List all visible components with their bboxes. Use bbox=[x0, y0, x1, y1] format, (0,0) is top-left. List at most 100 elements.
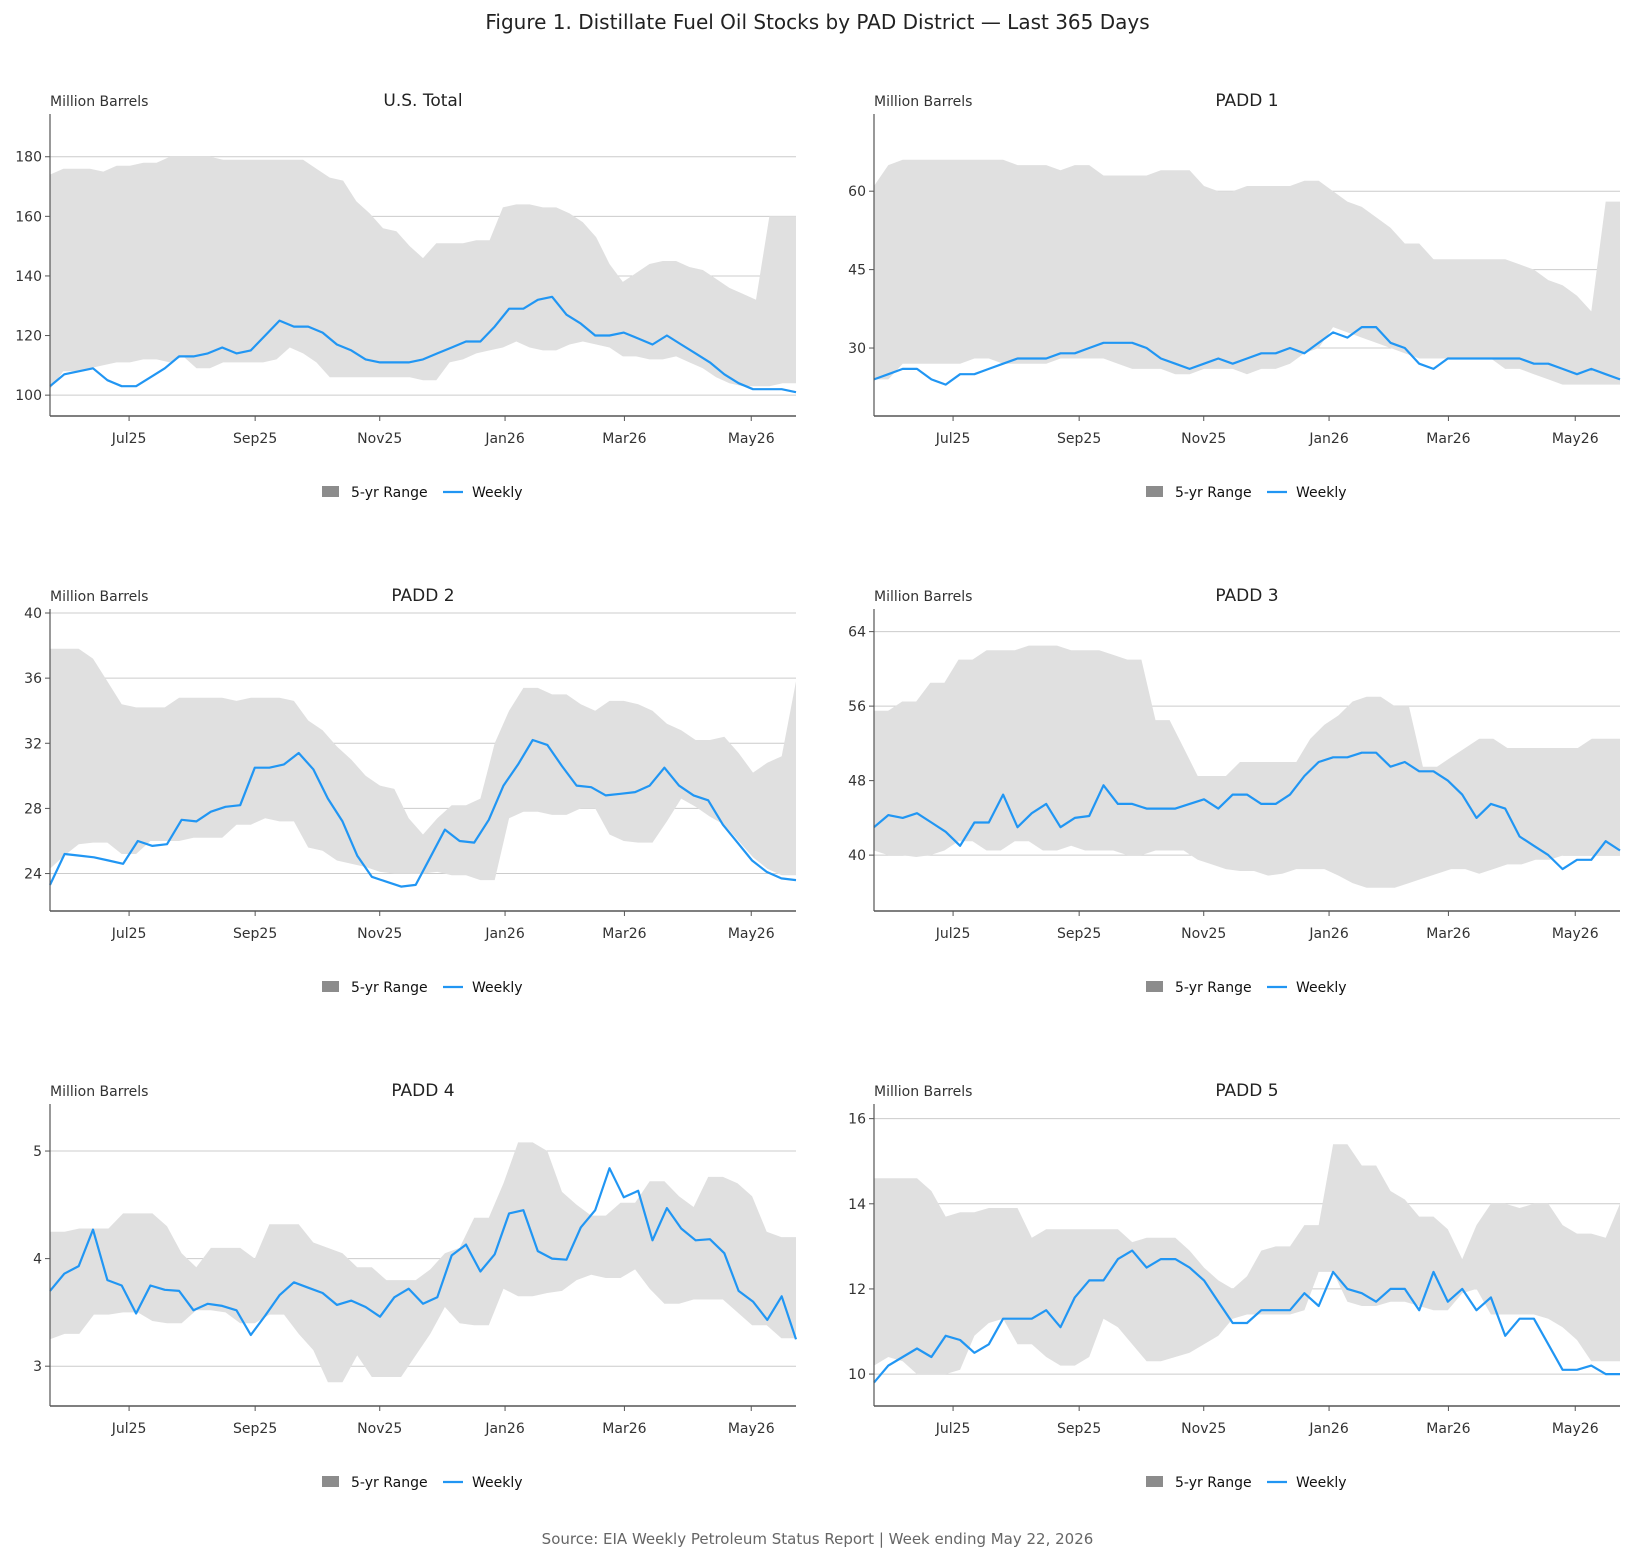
legend-band-swatch bbox=[1146, 1476, 1163, 1487]
y-tick-label: 3 bbox=[33, 1359, 42, 1375]
x-tick-label: Sep25 bbox=[1057, 926, 1101, 942]
y-axis-label: Million Barrels bbox=[874, 1084, 972, 1100]
legend-band-swatch bbox=[322, 1476, 339, 1487]
legend-line-label: Weekly bbox=[1296, 980, 1347, 996]
x-tick-label: Sep25 bbox=[233, 431, 277, 447]
five-year-range-band bbox=[874, 159, 1620, 385]
x-tick-label: Jul25 bbox=[935, 431, 971, 447]
y-tick-label: 10 bbox=[848, 1367, 866, 1383]
legend-band-label: 5-yr Range bbox=[1175, 980, 1252, 996]
chart-title: PADD 3 bbox=[1215, 586, 1278, 606]
x-tick-label: Jul25 bbox=[935, 1421, 971, 1437]
five-year-range-band bbox=[50, 1142, 796, 1383]
chart-title: PADD 4 bbox=[391, 1081, 454, 1101]
x-tick-label: Mar26 bbox=[602, 926, 646, 942]
y-tick-label: 5 bbox=[33, 1144, 42, 1160]
chart-title: PADD 2 bbox=[391, 586, 454, 606]
chart-title: U.S. Total bbox=[383, 91, 462, 111]
y-tick-label: 120 bbox=[15, 329, 42, 345]
five-year-range-band bbox=[874, 1144, 1620, 1375]
five-year-range-band bbox=[874, 645, 1620, 888]
legend-band-label: 5-yr Range bbox=[351, 980, 428, 996]
legend-band-label: 5-yr Range bbox=[1175, 1475, 1252, 1491]
x-tick-label: Jan26 bbox=[1308, 926, 1348, 942]
y-tick-label: 100 bbox=[15, 388, 42, 404]
y-tick-label: 14 bbox=[848, 1197, 866, 1213]
chart-panel-6: 10 12 14 16 Jul25 Sep25 Nov25 Jan26 Mar26 May26 Mi… bbox=[848, 1081, 1620, 1491]
y-tick-label: 45 bbox=[848, 263, 866, 279]
x-tick-label: Jan26 bbox=[1308, 1421, 1348, 1437]
x-tick-label: Jul25 bbox=[111, 1421, 147, 1437]
legend-band-label: 5-yr Range bbox=[1175, 485, 1252, 501]
x-tick-label: Jan26 bbox=[484, 1421, 524, 1437]
y-axis-label: Million Barrels bbox=[874, 94, 972, 110]
x-tick-label: Jan26 bbox=[484, 926, 524, 942]
x-tick-label: Nov25 bbox=[1181, 1421, 1226, 1437]
y-tick-label: 160 bbox=[15, 209, 42, 225]
x-tick-label: Mar26 bbox=[1426, 1421, 1470, 1437]
y-tick-label: 40 bbox=[24, 606, 42, 622]
legend-line-label: Weekly bbox=[472, 485, 523, 501]
legend-line-label: Weekly bbox=[472, 1475, 523, 1491]
x-tick-label: Nov25 bbox=[357, 1421, 402, 1437]
y-tick-label: 16 bbox=[848, 1112, 866, 1128]
y-tick-label: 4 bbox=[33, 1252, 42, 1268]
legend-band-swatch bbox=[322, 981, 339, 992]
x-tick-label: Mar26 bbox=[602, 1421, 646, 1437]
y-tick-label: 30 bbox=[848, 341, 866, 357]
x-tick-label: Sep25 bbox=[1057, 431, 1101, 447]
y-tick-label: 32 bbox=[24, 736, 42, 752]
weekly-line bbox=[873, 751, 1621, 871]
x-tick-label: May26 bbox=[728, 926, 775, 942]
legend-band-swatch bbox=[322, 486, 339, 497]
y-tick-label: 12 bbox=[848, 1282, 866, 1298]
chart-panel-1: 100 120 140 160 180 Jul25 Sep25 Nov25 Jan26 Mar26… bbox=[15, 91, 797, 501]
x-tick-label: May26 bbox=[1552, 431, 1599, 447]
five-year-range-band bbox=[50, 156, 796, 390]
y-tick-label: 180 bbox=[15, 150, 42, 166]
x-tick-label: May26 bbox=[1552, 1421, 1599, 1437]
y-tick-label: 64 bbox=[848, 625, 866, 641]
x-tick-label: Mar26 bbox=[602, 431, 646, 447]
weekly-line bbox=[49, 295, 797, 394]
chart-title: PADD 5 bbox=[1215, 1081, 1278, 1101]
x-tick-label: May26 bbox=[728, 431, 775, 447]
x-tick-label: Nov25 bbox=[1181, 926, 1226, 942]
weekly-line bbox=[49, 1167, 798, 1340]
y-tick-label: 28 bbox=[24, 801, 42, 817]
y-tick-label: 24 bbox=[24, 867, 42, 883]
x-tick-label: May26 bbox=[1552, 926, 1599, 942]
x-tick-label: Sep25 bbox=[233, 926, 277, 942]
y-tick-label: 40 bbox=[848, 848, 866, 864]
y-axis-label: Million Barrels bbox=[50, 94, 148, 110]
legend-band-label: 5-yr Range bbox=[351, 485, 428, 501]
page-source: Source: EIA Weekly Petroleum Status Repo… bbox=[541, 1530, 1094, 1548]
x-tick-label: Mar26 bbox=[1426, 431, 1470, 447]
five-year-range-band bbox=[50, 648, 796, 881]
y-tick-label: 56 bbox=[848, 699, 866, 715]
x-tick-label: Mar26 bbox=[1426, 926, 1470, 942]
weekly-line bbox=[873, 326, 1621, 386]
x-tick-label: Nov25 bbox=[1181, 431, 1226, 447]
x-tick-label: Jul25 bbox=[111, 926, 147, 942]
x-tick-label: Sep25 bbox=[1057, 1421, 1101, 1437]
y-axis-label: Million Barrels bbox=[874, 589, 972, 605]
y-tick-label: 60 bbox=[848, 184, 866, 200]
chart-panel-2: 30 45 60 Jul25 Sep25 Nov25 Jan26 Mar26 May26 Mill… bbox=[848, 91, 1621, 501]
legend-line-label: Weekly bbox=[472, 980, 523, 996]
x-tick-label: Jan26 bbox=[1308, 431, 1348, 447]
x-tick-label: May26 bbox=[728, 1421, 775, 1437]
chart-panel-5: 3 4 5 Jul25 Sep25 Nov25 Jan26 Mar26 May26 Million… bbox=[33, 1081, 798, 1491]
x-tick-label: Jan26 bbox=[484, 431, 524, 447]
weekly-line bbox=[49, 738, 797, 888]
x-tick-label: Nov25 bbox=[357, 926, 402, 942]
legend-line-label: Weekly bbox=[1296, 1475, 1347, 1491]
chart-title: PADD 1 bbox=[1215, 91, 1278, 111]
x-tick-label: Nov25 bbox=[357, 431, 402, 447]
x-tick-label: Sep25 bbox=[233, 1421, 277, 1437]
chart-panel-3: 24 28 32 36 40 Jul25 Sep25 Nov25 Jan26 Mar26 May26… bbox=[24, 586, 797, 996]
y-tick-label: 140 bbox=[15, 269, 42, 285]
x-tick-label: Jul25 bbox=[935, 926, 971, 942]
page-title: Figure 1. Distillate Fuel Oil Stocks by … bbox=[485, 10, 1150, 34]
